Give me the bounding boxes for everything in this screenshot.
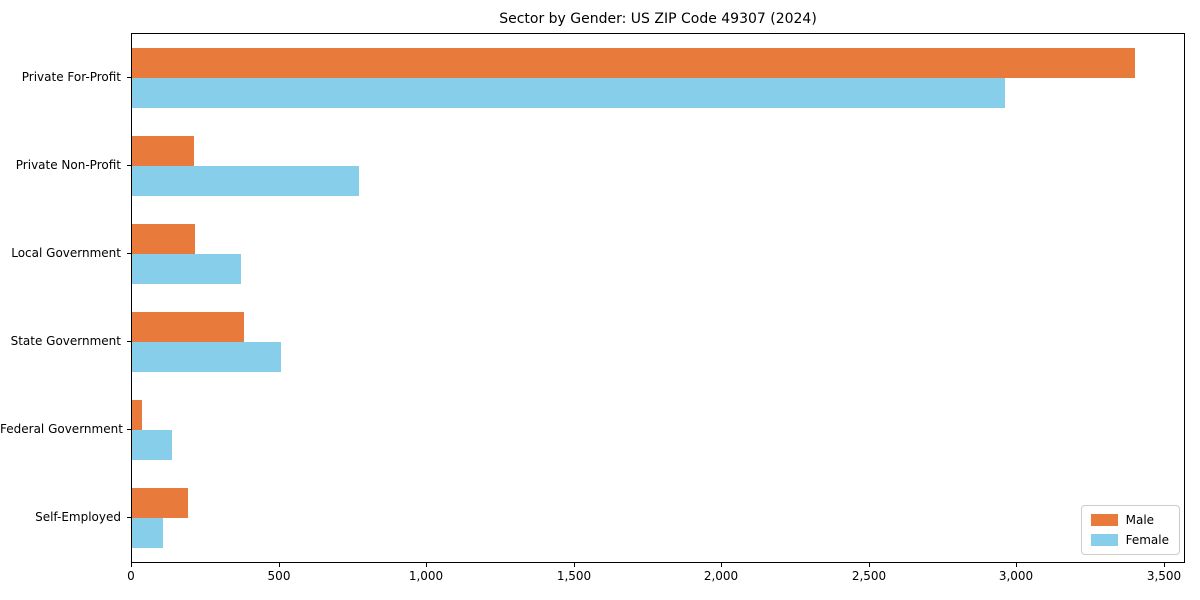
bar-male-4 bbox=[132, 312, 244, 342]
bar-male-3 bbox=[132, 224, 195, 254]
bar-male-2 bbox=[132, 136, 194, 166]
legend: Male Female bbox=[1080, 505, 1180, 555]
x-tick-mark bbox=[721, 563, 722, 567]
y-tick-mark bbox=[127, 517, 131, 518]
x-tick-label: 3,000 bbox=[998, 569, 1034, 583]
legend-label-female: Female bbox=[1125, 533, 1169, 547]
x-tick-label: 3,500 bbox=[1146, 569, 1182, 583]
bar-female-3 bbox=[132, 254, 241, 284]
legend-item-male: Male bbox=[1090, 513, 1169, 527]
bar-female-5 bbox=[132, 430, 172, 460]
y-tick-mark bbox=[127, 341, 131, 342]
legend-label-male: Male bbox=[1125, 513, 1155, 527]
x-tick-mark bbox=[574, 563, 575, 567]
y-tick-mark bbox=[127, 165, 131, 166]
x-tick-label: 2,500 bbox=[851, 569, 887, 583]
legend-item-female: Female bbox=[1090, 533, 1169, 547]
x-tick-label: 0 bbox=[127, 569, 135, 583]
y-tick-label: Private Non-Profit bbox=[15, 158, 121, 172]
bar-female-4 bbox=[132, 342, 281, 372]
legend-swatch-male-icon bbox=[1090, 514, 1118, 526]
x-tick-mark bbox=[426, 563, 427, 567]
y-tick-label: Private For-Profit bbox=[21, 70, 121, 84]
bar-female-1 bbox=[132, 78, 1005, 108]
x-tick-mark bbox=[1164, 563, 1165, 567]
plot-area: Male Female bbox=[131, 33, 1185, 563]
x-tick-label: 2,000 bbox=[703, 569, 739, 583]
bar-female-2 bbox=[132, 166, 359, 196]
bar-male-1 bbox=[132, 48, 1135, 78]
y-tick-label: Self-Employed bbox=[35, 510, 121, 524]
y-tick-label: Local Government bbox=[11, 246, 121, 260]
x-tick-label: 1,000 bbox=[408, 569, 444, 583]
x-tick-mark bbox=[279, 563, 280, 567]
x-tick-mark bbox=[131, 563, 132, 567]
bar-male-5 bbox=[132, 400, 142, 430]
y-tick-label: Federal Government bbox=[0, 422, 123, 436]
chart-title: Sector by Gender: US ZIP Code 49307 (202… bbox=[499, 11, 817, 27]
x-tick-mark bbox=[869, 563, 870, 567]
x-tick-label: 1,500 bbox=[556, 569, 592, 583]
legend-swatch-female-icon bbox=[1090, 534, 1118, 546]
x-tick-label: 500 bbox=[267, 569, 291, 583]
y-tick-mark bbox=[127, 253, 131, 254]
y-tick-mark bbox=[127, 77, 131, 78]
bar-female-6 bbox=[132, 518, 163, 548]
y-tick-label: State Government bbox=[10, 334, 121, 348]
bar-male-6 bbox=[132, 488, 188, 518]
x-tick-mark bbox=[1016, 563, 1017, 567]
y-tick-mark bbox=[127, 429, 131, 430]
